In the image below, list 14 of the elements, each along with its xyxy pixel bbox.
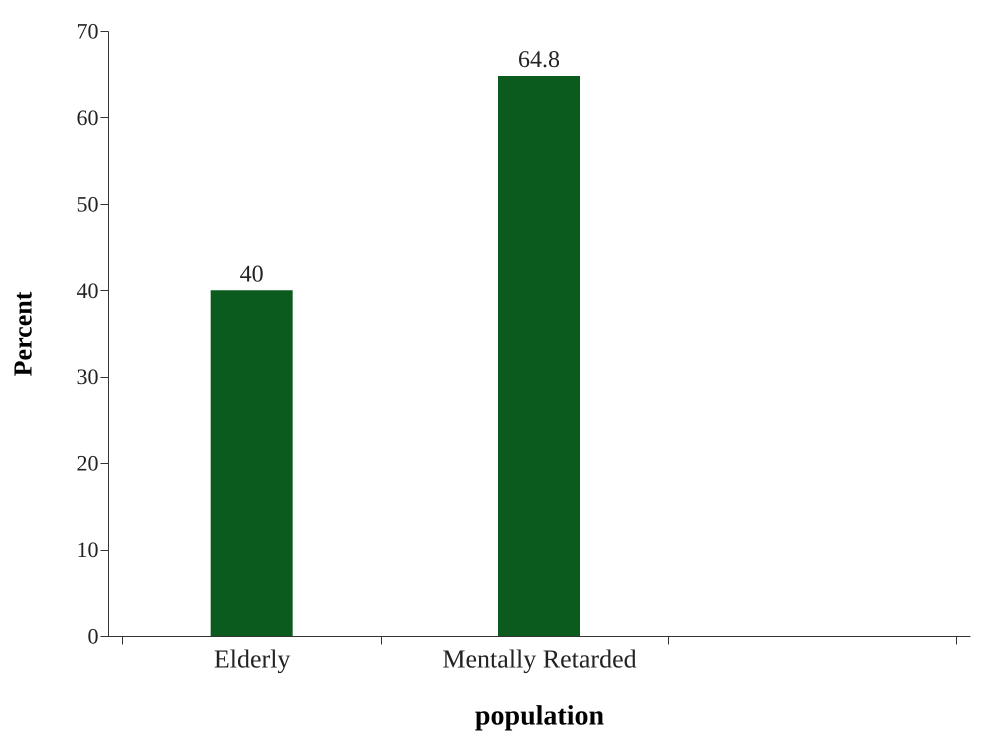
data-label: 64.8 [518, 46, 560, 73]
x-axis-title: population [474, 700, 605, 732]
y-tick-label: 50 [76, 191, 98, 216]
y-tick-label: 30 [76, 364, 98, 390]
y-tick-label: 60 [76, 104, 98, 130]
y-tick-label: 10 [76, 537, 98, 562]
y-tick-label: 0 [88, 624, 98, 648]
data-label: 40 [240, 261, 264, 288]
x-tick-label: Mentally Retarded [442, 644, 637, 674]
y-tick-label: 20 [76, 450, 98, 476]
y-tick-label: 40 [76, 278, 98, 303]
y-tick-label: 70 [76, 18, 98, 44]
x-tick-label: Elderly [214, 644, 290, 674]
y-axis-title: Percent [8, 291, 38, 376]
